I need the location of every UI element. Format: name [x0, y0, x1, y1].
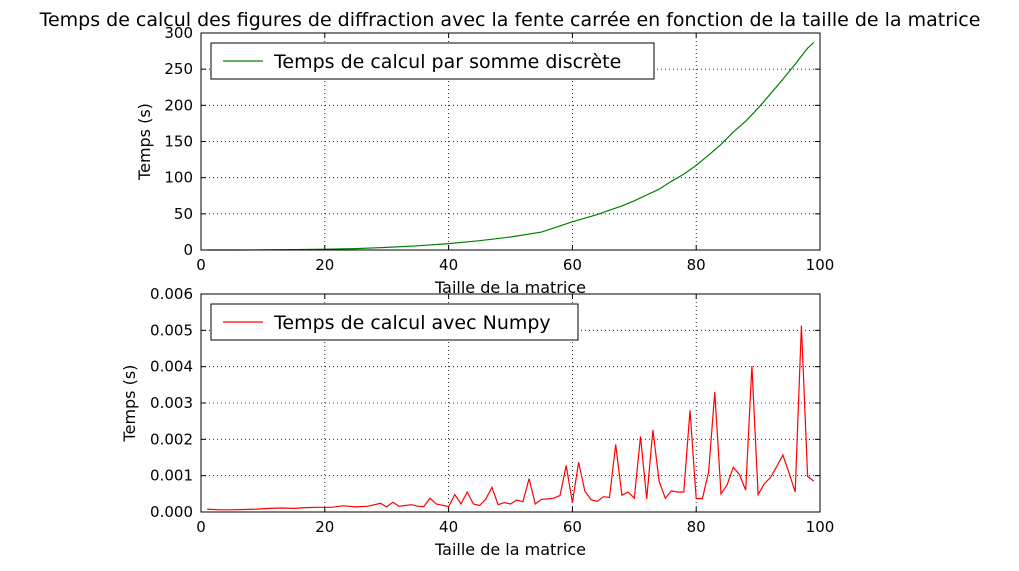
bottom-legend-label: Temps de calcul avec Numpy	[273, 312, 551, 334]
bot-x-tick-label: 60	[563, 518, 582, 536]
bot-y-tick-label: 0.000	[150, 503, 193, 521]
top-y-tick-label: 300	[164, 24, 193, 42]
bot-y-tick-label: 0.003	[150, 394, 193, 412]
top-x-axis-label: Taille de la matrice	[434, 278, 586, 297]
top-x-tick-label: 40	[439, 256, 458, 274]
bottom-y-axis-label: Temps (s)	[120, 365, 139, 443]
top-x-tick-label: 60	[563, 256, 582, 274]
bot-y-tick-label: 0.002	[150, 430, 193, 448]
top-x-tick-label: 80	[687, 256, 706, 274]
top-y-tick-label: 250	[164, 60, 193, 78]
bot-x-tick-label: 80	[687, 518, 706, 536]
bot-y-tick-label: 0.001	[150, 467, 193, 485]
bot-y-tick-label: 0.006	[150, 285, 193, 303]
top-y-tick-label: 0	[183, 241, 193, 259]
top-x-tick-label: 0	[196, 256, 206, 274]
bot-y-tick-label: 0.005	[150, 321, 193, 339]
bottom-series-line	[207, 325, 815, 511]
chart-title: Temps de calcul des figures de diffracti…	[39, 9, 981, 31]
top-y-tick-label: 200	[164, 96, 193, 114]
top-legend-box	[210, 42, 655, 80]
top-x-tick-label: 100	[806, 256, 835, 274]
bottom-x-axis-label: Taille de la matrice	[434, 540, 586, 559]
bottom-ticks: 0 20 40 60 80 100 0.000 0.001 0.002 0.003 0.004 0.0…	[150, 285, 834, 536]
top-y-tick-label: 100	[164, 169, 193, 187]
top-x-tick-label: 20	[315, 256, 334, 274]
bot-y-tick-label: 0.004	[150, 358, 193, 376]
bot-x-tick-label: 0	[196, 518, 206, 536]
bottom-legend: Temps de calcul avec Numpy	[210, 303, 579, 341]
top-legend: Temps de calcul par somme discrète	[210, 42, 655, 80]
top-y-axis-label: Temps (s)	[135, 103, 154, 181]
top-y-tick-label: 150	[164, 133, 193, 151]
top-ticks: 0 20 40 60 80 100 0 50 100 150 200 250 300	[164, 24, 834, 274]
bot-x-tick-label: 20	[315, 518, 334, 536]
bottom-legend-box	[210, 303, 579, 341]
top-legend-label: Temps de calcul par somme discrète	[273, 51, 621, 73]
bottom-chart: 0 20 40 60 80 100 0.000 0.001 0.002 0.003 0.004 0.0…	[120, 285, 834, 559]
top-series-line	[207, 41, 815, 251]
top-chart: 0 20 40 60 80 100 0 50 100 150 200 250 300 Taille de…	[135, 24, 834, 297]
top-y-tick-label: 50	[174, 205, 193, 223]
bot-x-tick-label: 100	[806, 518, 835, 536]
bot-x-tick-label: 40	[439, 518, 458, 536]
